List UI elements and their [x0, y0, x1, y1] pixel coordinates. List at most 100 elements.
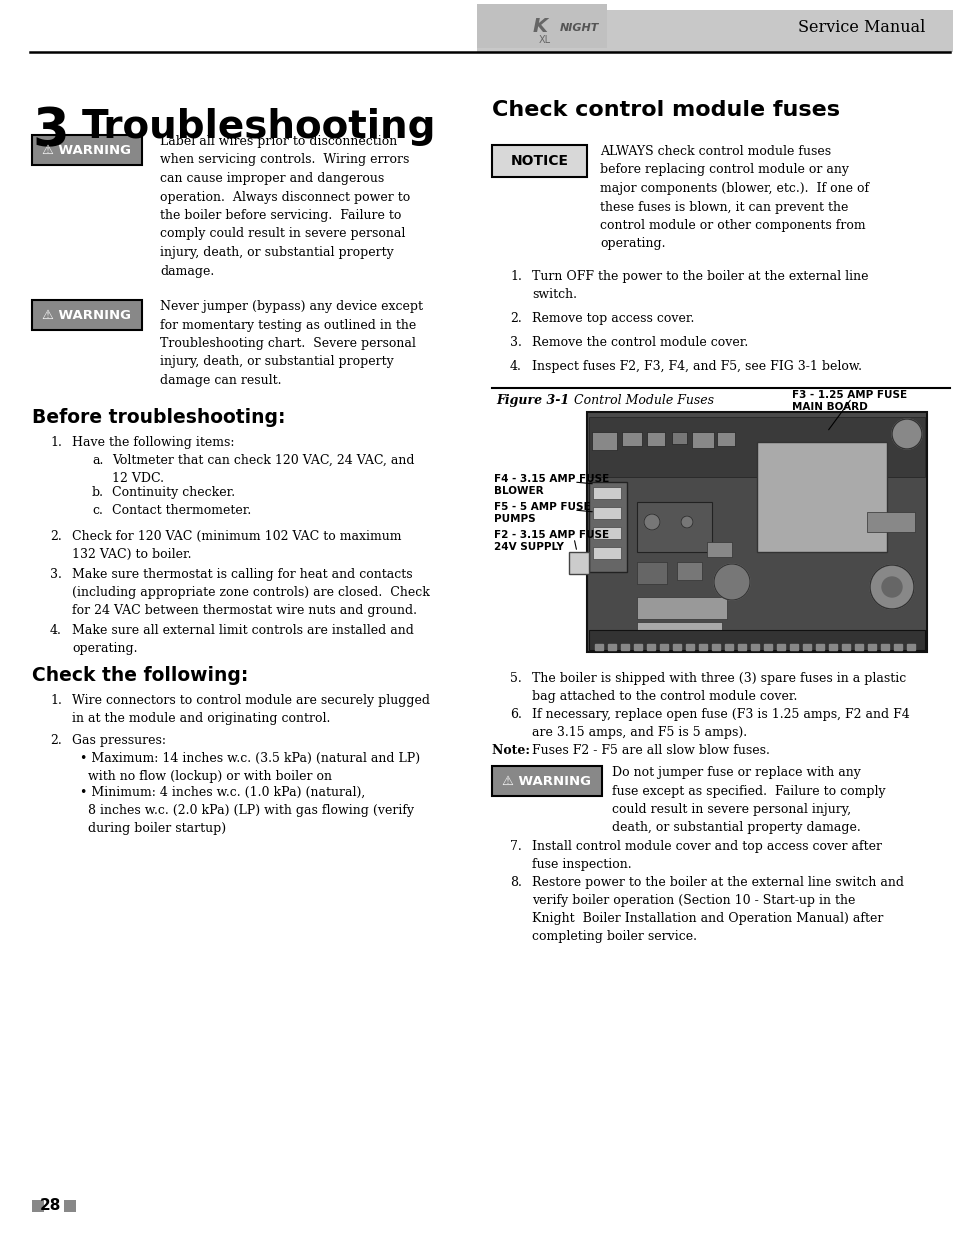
Text: 2.: 2. [510, 312, 521, 325]
Text: Continuity checker.: Continuity checker. [112, 487, 234, 499]
Text: Before troubleshooting:: Before troubleshooting: [32, 408, 285, 427]
FancyBboxPatch shape [637, 562, 666, 584]
Text: Contact thermometer.: Contact thermometer. [112, 504, 251, 517]
Text: c.: c. [91, 504, 103, 517]
Text: Fuses F2 - F5 are all slow blow fuses.: Fuses F2 - F5 are all slow blow fuses. [532, 743, 769, 757]
Text: 5.: 5. [510, 672, 521, 685]
Text: Control Module Fuses: Control Module Fuses [565, 394, 713, 408]
Text: 3: 3 [32, 105, 69, 157]
Text: The boiler is shipped with three (3) spare fuses in a plastic
bag attached to th: The boiler is shipped with three (3) spa… [532, 672, 905, 703]
Text: 1.: 1. [50, 436, 62, 450]
FancyBboxPatch shape [492, 144, 586, 177]
FancyBboxPatch shape [706, 542, 731, 557]
Text: F4 - 3.15 AMP FUSE
BLOWER: F4 - 3.15 AMP FUSE BLOWER [494, 474, 609, 496]
Text: Remove the control module cover.: Remove the control module cover. [532, 336, 747, 350]
Bar [699, 643, 706, 650]
Bar [763, 643, 771, 650]
FancyBboxPatch shape [32, 1200, 44, 1212]
Bar [724, 643, 732, 650]
Text: Make sure thermostat is calling for heat and contacts
(including appropriate zon: Make sure thermostat is calling for heat… [71, 568, 430, 618]
Text: Restore power to the boiler at the external line switch and
verify boiler operat: Restore power to the boiler at the exter… [532, 876, 903, 944]
FancyBboxPatch shape [593, 508, 620, 519]
Bar [634, 643, 641, 650]
Bar [711, 643, 720, 650]
FancyBboxPatch shape [637, 597, 726, 619]
Bar [738, 643, 745, 650]
Text: ⚠ WARNING: ⚠ WARNING [43, 143, 132, 157]
Text: K: K [532, 16, 547, 36]
Bar [854, 643, 862, 650]
FancyBboxPatch shape [593, 527, 620, 538]
FancyBboxPatch shape [586, 412, 926, 652]
Text: b.: b. [91, 487, 104, 499]
Bar [789, 643, 797, 650]
Text: 4.: 4. [50, 624, 62, 637]
FancyBboxPatch shape [588, 630, 924, 650]
Text: Do not jumper fuse or replace with any
fuse except as specified.  Failure to com: Do not jumper fuse or replace with any f… [612, 766, 884, 835]
FancyBboxPatch shape [492, 766, 601, 797]
Text: 2.: 2. [50, 530, 62, 543]
FancyBboxPatch shape [866, 513, 914, 532]
FancyBboxPatch shape [592, 432, 617, 450]
Bar [620, 643, 628, 650]
FancyBboxPatch shape [671, 432, 686, 445]
Text: ALWAYS check control module fuses
before replacing control module or any
major c: ALWAYS check control module fuses before… [599, 144, 868, 251]
FancyBboxPatch shape [588, 482, 626, 572]
FancyBboxPatch shape [476, 10, 953, 52]
FancyBboxPatch shape [621, 432, 641, 446]
FancyBboxPatch shape [637, 622, 721, 640]
Bar [595, 643, 602, 650]
Bar [815, 643, 823, 650]
Text: 3.: 3. [510, 336, 521, 350]
Text: Note:: Note: [492, 743, 538, 757]
Bar [646, 643, 655, 650]
Bar [776, 643, 784, 650]
Text: 3.: 3. [50, 568, 62, 580]
FancyBboxPatch shape [677, 562, 701, 580]
Bar [828, 643, 836, 650]
Text: If necessary, replace open fuse (F3 is 1.25 amps, F2 and F4
are 3.15 amps, and F: If necessary, replace open fuse (F3 is 1… [532, 708, 909, 739]
Bar [685, 643, 693, 650]
Text: NOTICE: NOTICE [510, 154, 568, 168]
Text: Check control module fuses: Check control module fuses [492, 100, 840, 120]
Circle shape [643, 514, 659, 530]
Bar [659, 643, 667, 650]
Text: • Minimum: 4 inches w.c. (1.0 kPa) (natural),
  8 inches w.c. (2.0 kPa) (LP) wit: • Minimum: 4 inches w.c. (1.0 kPa) (natu… [80, 785, 414, 835]
FancyBboxPatch shape [691, 432, 713, 448]
Text: Figure 3-1: Figure 3-1 [496, 394, 569, 408]
Bar [802, 643, 810, 650]
Text: Gas pressures:: Gas pressures: [71, 734, 166, 747]
Text: Inspect fuses F2, F3, F4, and F5, see FIG 3-1 below.: Inspect fuses F2, F3, F4, and F5, see FI… [532, 359, 862, 373]
FancyBboxPatch shape [476, 4, 606, 48]
FancyBboxPatch shape [32, 300, 142, 330]
Text: 2.: 2. [50, 734, 62, 747]
FancyBboxPatch shape [637, 501, 711, 552]
Circle shape [680, 516, 692, 529]
Text: 28: 28 [39, 1198, 61, 1214]
Text: Have the following items:: Have the following items: [71, 436, 234, 450]
Bar [750, 643, 759, 650]
Bar [880, 643, 888, 650]
Text: 8.: 8. [510, 876, 521, 889]
Text: a.: a. [91, 454, 103, 467]
FancyBboxPatch shape [646, 432, 664, 446]
Bar [906, 643, 914, 650]
Text: NIGHT: NIGHT [559, 23, 598, 33]
Text: XL: XL [538, 35, 551, 44]
Text: Turn OFF the power to the boiler at the external line
switch.: Turn OFF the power to the boiler at the … [532, 270, 867, 301]
Text: Label all wires prior to disconnection
when servicing controls.  Wiring errors
c: Label all wires prior to disconnection w… [160, 135, 410, 278]
Circle shape [869, 564, 913, 609]
Circle shape [891, 419, 921, 450]
Text: Remove top access cover.: Remove top access cover. [532, 312, 694, 325]
FancyBboxPatch shape [757, 442, 886, 552]
Circle shape [882, 577, 901, 597]
Text: Check for 120 VAC (minimum 102 VAC to maximum
132 VAC) to boiler.: Check for 120 VAC (minimum 102 VAC to ma… [71, 530, 401, 561]
FancyBboxPatch shape [32, 135, 142, 165]
Text: • Maximum: 14 inches w.c. (3.5 kPa) (natural and LP)
  with no flow (lockup) or : • Maximum: 14 inches w.c. (3.5 kPa) (nat… [80, 752, 419, 783]
Text: F2 - 3.15 AMP FUSE
24V SUPPLY: F2 - 3.15 AMP FUSE 24V SUPPLY [494, 530, 608, 552]
Bar [841, 643, 849, 650]
Text: F5 - 5 AMP FUSE
PUMPS: F5 - 5 AMP FUSE PUMPS [494, 501, 590, 525]
Text: ⚠ WARNING: ⚠ WARNING [43, 309, 132, 321]
FancyBboxPatch shape [717, 432, 734, 446]
Text: Troubleshooting: Troubleshooting [82, 107, 436, 146]
